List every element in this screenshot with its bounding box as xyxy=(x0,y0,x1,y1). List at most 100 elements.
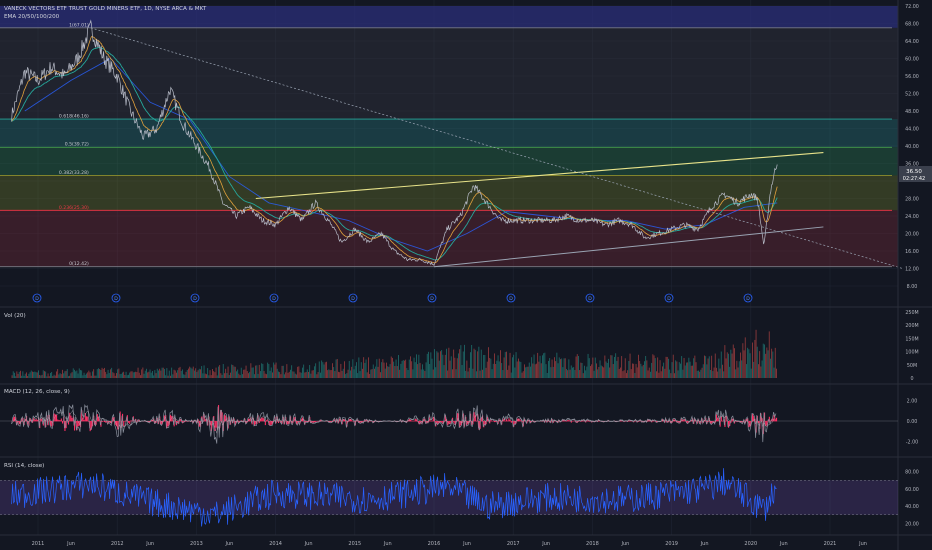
dividend-marker[interactable] xyxy=(32,293,42,303)
macd-histogram-bar xyxy=(687,421,689,424)
volume-bar xyxy=(282,365,284,378)
macd-histogram-bar xyxy=(513,421,515,427)
macd-histogram-bar xyxy=(442,421,444,425)
rsi-line[interactable] xyxy=(11,468,777,527)
volume-bar xyxy=(470,352,471,378)
volume-bar xyxy=(555,361,557,378)
trend-lines[interactable] xyxy=(90,27,903,269)
volume-bar xyxy=(240,367,242,378)
volume-bar xyxy=(461,365,463,378)
macd-histogram-bar xyxy=(86,416,88,422)
volume-bar xyxy=(672,354,674,378)
volume-bar xyxy=(476,371,477,378)
dividend-marker[interactable] xyxy=(585,293,595,303)
axis-tick-label: 44.00 xyxy=(905,127,919,133)
volume-bar xyxy=(353,369,355,378)
trend-line[interactable] xyxy=(433,226,824,268)
macd-histogram-bar xyxy=(278,421,280,424)
macd-histogram-bar xyxy=(749,421,751,427)
macd-histogram-bar xyxy=(150,419,152,422)
volume-bar xyxy=(315,363,317,378)
time-axis-label: Jun xyxy=(541,541,550,547)
macd-histogram-bar xyxy=(209,421,211,426)
volume-bar xyxy=(358,357,360,378)
price-line[interactable] xyxy=(11,19,778,267)
dividend-marker[interactable] xyxy=(348,293,358,303)
volume-bar xyxy=(269,370,271,378)
dividend-marker[interactable] xyxy=(427,293,437,303)
macd-histogram-bar xyxy=(364,419,366,422)
macd-histogram-bar xyxy=(766,421,768,426)
ema-50-line[interactable] xyxy=(11,47,778,261)
volume-bar xyxy=(268,363,270,378)
macd-legend[interactable]: MACD (12, 26, close, 9) xyxy=(4,389,70,395)
volume-bar xyxy=(341,370,343,378)
volume-bar xyxy=(722,364,723,378)
ema-20-line[interactable] xyxy=(11,35,778,264)
macd-histogram-bar xyxy=(54,414,56,422)
volume-bar xyxy=(525,367,527,378)
volume-bar xyxy=(192,366,194,378)
volume-bar xyxy=(71,372,73,378)
macd-histogram-bar xyxy=(758,421,760,424)
volume-bar xyxy=(150,372,152,378)
volume-bar xyxy=(69,375,71,378)
volume-bar xyxy=(518,358,519,378)
macd-line[interactable] xyxy=(11,403,777,444)
volume-bar xyxy=(48,376,50,378)
volume-bar xyxy=(689,361,691,378)
symbol-title[interactable]: VANECK VECTORS ETF TRUST GOLD MINERS ETF… xyxy=(4,6,207,12)
volume-bar xyxy=(515,352,517,378)
dividend-marker[interactable] xyxy=(111,293,121,303)
rsi-legend[interactable]: RSI (14, close) xyxy=(4,463,44,469)
dashed-trend-line[interactable] xyxy=(90,27,903,269)
volume-bar xyxy=(418,354,420,378)
volume-bar xyxy=(110,369,111,378)
volume-bar xyxy=(532,363,534,378)
volume-bar xyxy=(152,371,153,378)
volume-pane xyxy=(11,329,777,378)
volume-bar xyxy=(159,368,161,378)
macd-histogram-bar xyxy=(768,416,770,422)
dividend-marker[interactable] xyxy=(269,293,279,303)
volume-bar xyxy=(652,354,654,378)
volume-bar xyxy=(218,366,219,378)
macd-histogram-bar xyxy=(670,421,672,423)
macd-histogram-bar xyxy=(42,421,44,426)
volume-bar xyxy=(245,365,247,378)
volume-bar xyxy=(191,368,193,378)
volume-bar xyxy=(471,344,473,378)
volume-bar xyxy=(600,365,602,378)
volume-bar xyxy=(698,370,699,378)
dividend-marker[interactable] xyxy=(664,293,674,303)
volume-bar xyxy=(26,372,27,378)
macd-histogram-bar xyxy=(266,420,268,422)
volume-bar xyxy=(399,369,401,378)
volume-bar xyxy=(514,367,516,378)
dividend-marker[interactable] xyxy=(506,293,516,303)
macd-signal-line[interactable] xyxy=(11,409,777,435)
macd-histogram-bar xyxy=(305,421,307,423)
price-axis[interactable]: 72.00 68.00 64.00 60.00 56.00 52.00 48.00 44.00… xyxy=(905,4,919,527)
current-price-tag[interactable]: 36.50 02:27:42 xyxy=(899,166,932,182)
volume-bar xyxy=(522,371,524,378)
volume-bar xyxy=(753,361,755,378)
ema-legend[interactable]: EMA 20/50/100/200 xyxy=(4,14,60,20)
fib-level-label: 0.382(33.28) xyxy=(59,170,89,176)
dividend-marker[interactable] xyxy=(190,293,200,303)
ema-200-line[interactable] xyxy=(24,57,778,252)
volume-bar xyxy=(776,368,777,378)
volume-bar xyxy=(747,347,749,378)
dividend-marker[interactable] xyxy=(743,293,753,303)
macd-histogram-bar xyxy=(474,414,476,422)
volume-bar xyxy=(731,353,733,378)
volume-bar xyxy=(546,372,548,378)
time-axis[interactable]: 2011 Jun 2012 Jun 2013 Jun 2014 Jun 2015 Jun 2016 J… xyxy=(32,541,867,547)
volume-bar xyxy=(220,373,222,378)
volume-legend[interactable]: Vol (20) xyxy=(4,313,26,319)
trend-line[interactable] xyxy=(255,152,824,200)
volume-bar xyxy=(448,347,450,378)
volume-bar xyxy=(47,373,49,378)
